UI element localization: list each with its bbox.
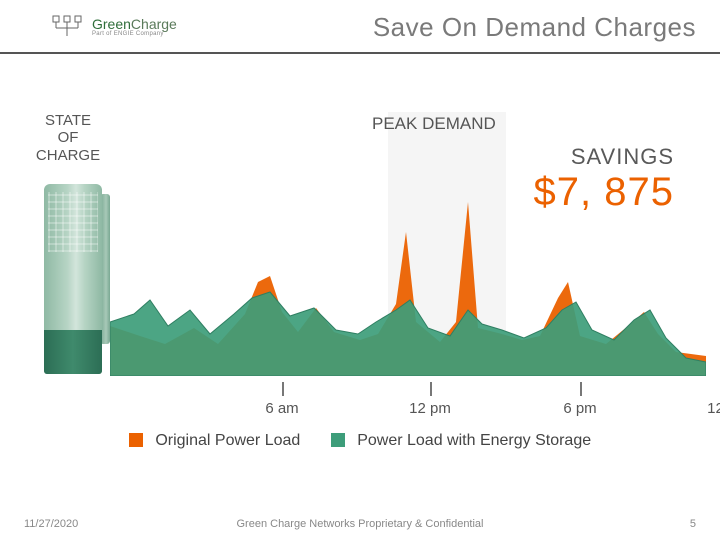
soc-line2: OF [28,129,108,146]
page-title: Save On Demand Charges [373,12,696,43]
logo: GreenCharge Part of ENGIE Company [50,14,177,38]
footer-date: 11/27/2020 [24,518,78,530]
x-tick-label: 6 pm [563,400,596,417]
brand-primary: Green [92,16,131,32]
legend-label-original: Original Power Load [155,432,300,449]
soc-line3: CHARGE [28,147,108,164]
legend-item-original: Original Power Load [129,432,305,449]
header: GreenCharge Part of ENGIE Company Save O… [0,8,720,54]
x-tick-label: 6 am [265,400,298,417]
brand-secondary: Charge [131,16,177,32]
slide: { "header": { "brand_primary": "Green", … [0,0,720,540]
x-tick [430,382,432,396]
peak-demand-label: PEAK DEMAND [372,114,496,134]
x-tick-label: 12 am [707,400,720,417]
legend-swatch-original [129,433,143,447]
footer-confidential: Green Charge Networks Proprietary & Conf… [236,518,483,530]
soc-line1: STATE [28,112,108,129]
logo-icon [50,14,84,38]
logo-text: GreenCharge Part of ENGIE Company [92,16,177,37]
legend-item-storage: Power Load with Energy Storage [305,432,591,449]
x-tick [580,382,582,396]
state-of-charge-label: STATE OF CHARGE [28,112,108,164]
charger-illustration [44,184,114,374]
legend-label-storage: Power Load with Energy Storage [357,432,591,449]
legend-swatch-storage [331,433,345,447]
x-tick [282,382,284,396]
savings-label: SAVINGS [571,144,674,170]
footer-page-number: 5 [690,518,696,530]
savings-value: $7, 875 [534,170,674,215]
x-tick-label: 12 pm [409,400,451,417]
legend: Original Power Load Power Load with Ener… [0,432,720,450]
